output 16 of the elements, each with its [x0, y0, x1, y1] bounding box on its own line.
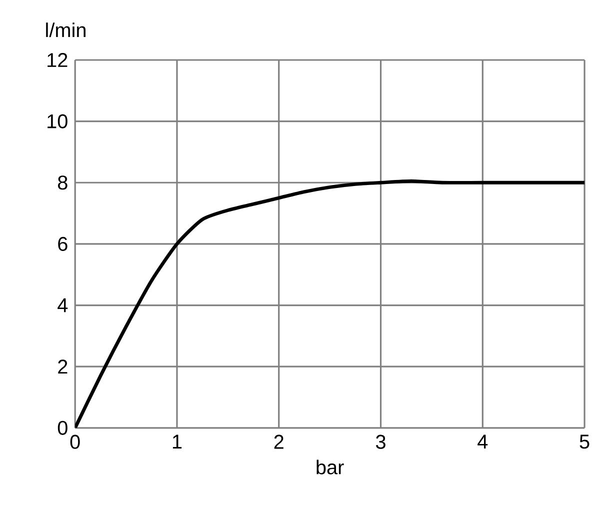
y-axis-title: l/min [46, 22, 86, 38]
x-axis-title: bar [316, 460, 344, 474]
y-tick-label: 0 [58, 420, 68, 436]
line-series [75, 179, 585, 428]
y-tick-label: 6 [58, 236, 68, 252]
y-tick-label: 10 [48, 114, 68, 128]
x-tick-label: 0 [70, 434, 80, 449]
y-tick-label: 4 [58, 298, 68, 312]
x-tick-label: 5 [580, 434, 590, 449]
x-tick-label: 2 [274, 434, 284, 449]
y-tick-label: 12 [48, 53, 68, 67]
y-tick-label: 8 [58, 176, 68, 190]
x-tick-label: 3 [376, 434, 386, 449]
x-tick-label: 1 [172, 434, 182, 449]
x-tick-label: 4 [478, 434, 488, 449]
y-tick-label: 2 [58, 360, 68, 374]
